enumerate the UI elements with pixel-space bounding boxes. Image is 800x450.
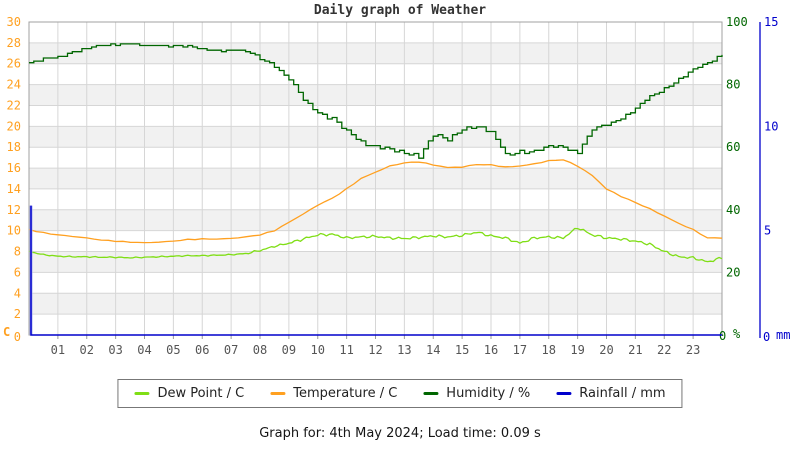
celsius-tick-label: 30 <box>7 15 21 29</box>
legend-item-dew-point: Dew Point / C <box>134 386 244 401</box>
celsius-tick-label: 2 <box>14 307 21 321</box>
rain-tick-label: 10 <box>764 119 778 133</box>
x-tick-label: 22 <box>657 343 671 357</box>
x-tick-label: 14 <box>426 343 440 357</box>
x-tick-label: 08 <box>253 343 267 357</box>
celsius-tick-label: 4 <box>14 286 21 300</box>
celsius-tick-label: 12 <box>7 203 21 217</box>
rainfall-series <box>30 205 722 336</box>
x-tick-label: 11 <box>339 343 353 357</box>
rain-tick-label: 5 <box>764 224 771 238</box>
x-tick-label: 09 <box>282 343 296 357</box>
x-tick-label: 23 <box>686 343 700 357</box>
humidity-tick-label: 80 <box>726 78 740 92</box>
dew-point-series <box>28 227 723 263</box>
celsius-tick-label: 20 <box>7 119 21 133</box>
rain-tick-label: 15 <box>764 15 778 29</box>
humidity-series <box>29 43 723 159</box>
celsius-tick-label: 28 <box>7 36 21 50</box>
x-tick-label: 10 <box>311 343 325 357</box>
x-tick-label: 18 <box>542 343 556 357</box>
x-tick-label: 01 <box>51 343 65 357</box>
x-tick-label: 13 <box>397 343 411 357</box>
x-tick-label: 07 <box>224 343 238 357</box>
rain-unit-label: mm <box>776 328 790 342</box>
celsius-tick-label: 10 <box>7 224 21 238</box>
humidity-tick-label: 100 <box>726 15 748 29</box>
dew-point-swatch-icon <box>134 392 150 395</box>
celsius-tick-label: 26 <box>7 57 21 71</box>
legend-label-humidity: Humidity / % <box>446 386 531 401</box>
x-tick-label: 03 <box>108 343 122 357</box>
x-tick-label: 20 <box>599 343 613 357</box>
temperature-series <box>28 159 723 244</box>
celsius-tick-label: 22 <box>7 98 21 112</box>
celsius-tick-label: 18 <box>7 140 21 154</box>
x-tick-label: 16 <box>484 343 498 357</box>
celsius-tick-label: 24 <box>7 78 21 92</box>
x-tick-label: 06 <box>195 343 209 357</box>
humidity-tick-label: 60 <box>726 140 740 154</box>
humidity-unit-label: % <box>733 327 741 341</box>
legend-label-dew-point: Dew Point / C <box>157 386 245 401</box>
legend: Dew Point / C Temperature / C Humidity /… <box>117 379 683 408</box>
footer-caption: Graph for: 4th May 2024; Load time: 0.09… <box>259 426 541 441</box>
x-tick-label: 12 <box>368 343 382 357</box>
celsius-tick-label: 0 <box>14 330 21 344</box>
humidity-swatch-icon <box>423 392 439 395</box>
celsius-unit-label: C <box>3 325 10 339</box>
celsius-tick-label: 8 <box>14 245 21 259</box>
temperature-swatch-icon <box>270 392 286 395</box>
humidity-tick-label: 40 <box>726 203 740 217</box>
humidity-tick-label: 20 <box>726 265 740 279</box>
legend-label-temperature: Temperature / C <box>293 386 398 401</box>
x-tick-label: 04 <box>137 343 151 357</box>
legend-item-rainfall: Rainfall / mm <box>556 386 666 401</box>
x-tick-label: 21 <box>628 343 642 357</box>
x-tick-label: 02 <box>80 343 94 357</box>
x-tick-label: 15 <box>455 343 469 357</box>
celsius-tick-label: 6 <box>14 265 21 279</box>
humidity-tick-label: 0 <box>719 329 726 343</box>
celsius-tick-label: 16 <box>7 161 21 175</box>
legend-item-humidity: Humidity / % <box>423 386 530 401</box>
celsius-tick-label: 14 <box>7 182 21 196</box>
x-tick-label: 05 <box>166 343 180 357</box>
legend-label-rainfall: Rainfall / mm <box>579 386 666 401</box>
x-tick-label: 17 <box>513 343 527 357</box>
rainfall-swatch-icon <box>556 392 572 395</box>
chart-title: Daily graph of Weather <box>313 3 487 18</box>
legend-item-temperature: Temperature / C <box>270 386 397 401</box>
chart-plot-area: 01 02 03 04 05 06 07 08 09 10 11 12 13 14 15 16 17 18 19 20… <box>3 15 790 357</box>
rain-tick-label: 0 <box>763 330 770 344</box>
x-tick-label: 19 <box>570 343 584 357</box>
